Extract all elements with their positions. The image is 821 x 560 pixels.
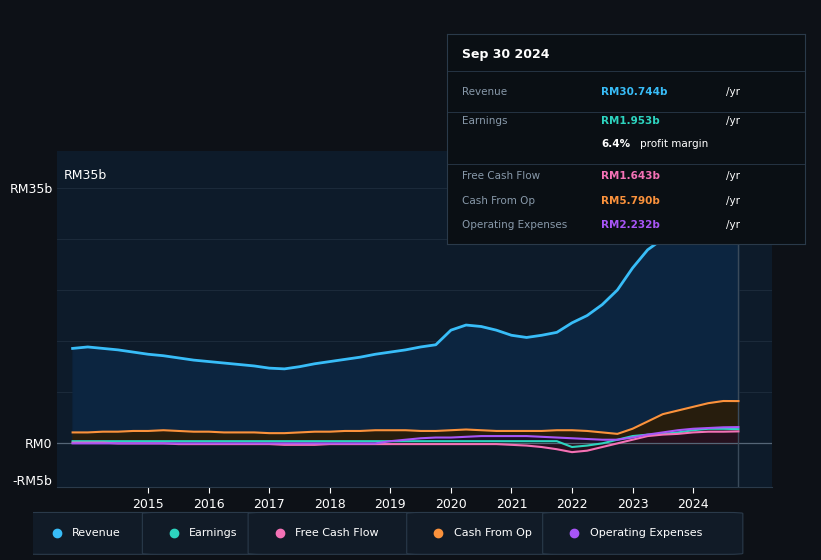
Text: Cash From Op: Cash From Op — [453, 529, 531, 538]
Text: Free Cash Flow: Free Cash Flow — [461, 171, 540, 181]
Text: Free Cash Flow: Free Cash Flow — [295, 529, 378, 538]
Text: Earnings: Earnings — [461, 116, 507, 126]
Text: /yr: /yr — [726, 87, 740, 97]
Text: Operating Expenses: Operating Expenses — [589, 529, 702, 538]
Text: Revenue: Revenue — [461, 87, 507, 97]
FancyBboxPatch shape — [142, 512, 264, 554]
Text: /yr: /yr — [726, 195, 740, 206]
Text: RM5.790b: RM5.790b — [601, 195, 660, 206]
Text: RM1.953b: RM1.953b — [601, 116, 660, 126]
Text: RM35b: RM35b — [63, 169, 107, 182]
Text: profit margin: profit margin — [640, 139, 709, 149]
Text: Earnings: Earnings — [189, 529, 238, 538]
FancyBboxPatch shape — [248, 512, 422, 554]
Text: Sep 30 2024: Sep 30 2024 — [461, 48, 549, 61]
FancyBboxPatch shape — [406, 512, 557, 554]
Text: /yr: /yr — [726, 171, 740, 181]
Text: RM2.232b: RM2.232b — [601, 220, 660, 230]
Text: Operating Expenses: Operating Expenses — [461, 220, 567, 230]
Text: /yr: /yr — [726, 220, 740, 230]
Text: /yr: /yr — [726, 116, 740, 126]
Text: 6.4%: 6.4% — [601, 139, 631, 149]
Text: RM1.643b: RM1.643b — [601, 171, 660, 181]
Text: Cash From Op: Cash From Op — [461, 195, 534, 206]
Text: Revenue: Revenue — [72, 529, 121, 538]
FancyBboxPatch shape — [25, 512, 161, 554]
Text: RM30.744b: RM30.744b — [601, 87, 667, 97]
FancyBboxPatch shape — [543, 512, 743, 554]
